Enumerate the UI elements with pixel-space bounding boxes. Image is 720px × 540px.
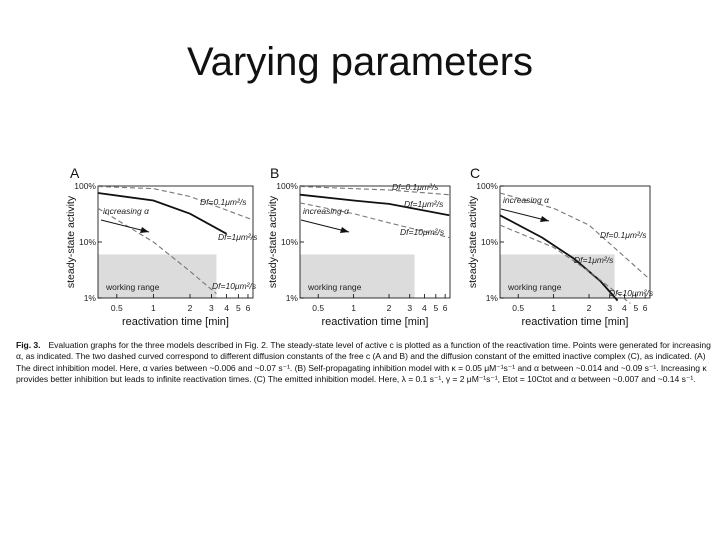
increasing-arrowhead — [340, 227, 349, 233]
panel-label: A — [70, 165, 80, 181]
x-tick-label: 6 — [643, 303, 648, 313]
x-tick-label: 6 — [443, 303, 448, 313]
y-tick-label: 1% — [84, 293, 97, 303]
x-tick-label: 5 — [236, 303, 241, 313]
slide-title: Varying parameters — [186, 40, 534, 84]
series-line-solid — [499, 214, 619, 302]
x-tick-label: 0.5 — [312, 303, 324, 313]
caption-text: Evaluation graphs for the three models d… — [16, 340, 711, 385]
y-tick-label: 100% — [276, 181, 298, 191]
x-tick-label: 1 — [151, 303, 156, 313]
figure-caption: Fig. 3. Evaluation graphs for the three m… — [16, 340, 712, 386]
x-tick-label: 3 — [607, 303, 612, 313]
x-tick-label: 4 — [224, 303, 229, 313]
y-tick-label: 100% — [476, 181, 498, 191]
x-tick-label: 5 — [433, 303, 438, 313]
diffusion-constant-label: Df=0.1μm²/s — [600, 230, 647, 240]
x-tick-label: 2 — [188, 303, 193, 313]
x-tick-label: 0.5 — [512, 303, 524, 313]
increasing-alpha-label: increasing α — [303, 206, 350, 216]
diffusion-constant-label: Df=0.1μm²/s — [200, 197, 247, 207]
x-tick-label: 2 — [387, 303, 392, 313]
caption-label: Fig. 3. — [16, 340, 41, 350]
chart-panel-b: working range 100% 10% 1% 0.5 1 2 3 4 5 6 reactivat… — [267, 165, 451, 328]
increasing-alpha-label: increasing α — [103, 206, 150, 216]
series-line-dashed — [299, 185, 450, 196]
x-tick-label: 4 — [622, 303, 627, 313]
x-tick-label: 5 — [633, 303, 638, 313]
increasing-arrowhead — [140, 227, 149, 233]
x-tick-label: 0.5 — [111, 303, 123, 313]
diffusion-constant-label: Df=1μm²/s — [404, 199, 444, 209]
working-range-label: working range — [307, 282, 362, 292]
x-tick-label: 3 — [209, 303, 214, 313]
y-axis-label: steady-state activity — [65, 195, 77, 288]
x-axis-label: reactivation time [min] — [122, 316, 229, 328]
panel-label: C — [470, 165, 480, 181]
series-line-dashed — [499, 192, 650, 280]
diffusion-constant-label: Df=1μm²/s — [574, 255, 614, 265]
x-tick-label: 6 — [246, 303, 251, 313]
chart-panel-c: working range 100% 10% 1% 0.5 1 2 3 4 5 6 reactivat… — [467, 165, 654, 328]
y-tick-label: 10% — [481, 237, 498, 247]
y-tick-label: 10% — [281, 237, 298, 247]
x-tick-label: 2 — [587, 303, 592, 313]
series-line-solid — [97, 192, 228, 235]
working-range-label: working range — [105, 282, 160, 292]
series-line-solid — [299, 193, 450, 217]
series-line-dashed — [97, 207, 217, 295]
diffusion-constant-label: Df=10μm²/s — [400, 227, 445, 237]
increasing-alpha-label: increasing α — [503, 195, 550, 205]
working-range-label: working range — [507, 282, 562, 292]
x-tick-label: 3 — [407, 303, 412, 313]
y-tick-label: 1% — [286, 293, 299, 303]
working-range-region — [98, 254, 217, 298]
y-axis-label: steady-state activity — [467, 195, 479, 288]
diffusion-constant-label: Df=1μm²/s — [218, 232, 258, 242]
y-axis-label: steady-state activity — [267, 195, 279, 288]
increasing-arrowhead — [540, 216, 549, 222]
panel-label: B — [270, 165, 279, 181]
y-tick-label: 1% — [486, 293, 499, 303]
diffusion-constant-label: Df=0.1μm²/s — [392, 182, 439, 192]
series-line-dashed — [299, 202, 450, 239]
diffusion-constant-label: Df=10μm²/s — [212, 281, 257, 291]
chart-panel-a: working range 100% 10% 1% 0.5 1 2 3 4 5 6 reactivat… — [65, 165, 258, 328]
series-line-dashed — [97, 185, 253, 221]
x-tick-label: 1 — [551, 303, 556, 313]
x-axis-label: reactivation time [min] — [522, 316, 629, 328]
y-tick-label: 100% — [74, 181, 96, 191]
diffusion-constant-label: Df=10μm²/s — [609, 288, 654, 298]
y-tick-label: 10% — [79, 237, 96, 247]
x-axis-label: reactivation time [min] — [322, 316, 429, 328]
working-range-region — [300, 254, 415, 298]
x-tick-label: 4 — [422, 303, 427, 313]
x-tick-label: 1 — [351, 303, 356, 313]
